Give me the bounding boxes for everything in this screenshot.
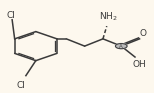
Text: NH$_2$: NH$_2$ [99, 11, 118, 23]
Text: O: O [140, 29, 147, 38]
Text: A: A [119, 44, 123, 49]
Text: Cl: Cl [6, 11, 15, 20]
Ellipse shape [116, 44, 127, 49]
Text: Cl: Cl [16, 81, 25, 90]
Text: OH: OH [133, 60, 146, 69]
